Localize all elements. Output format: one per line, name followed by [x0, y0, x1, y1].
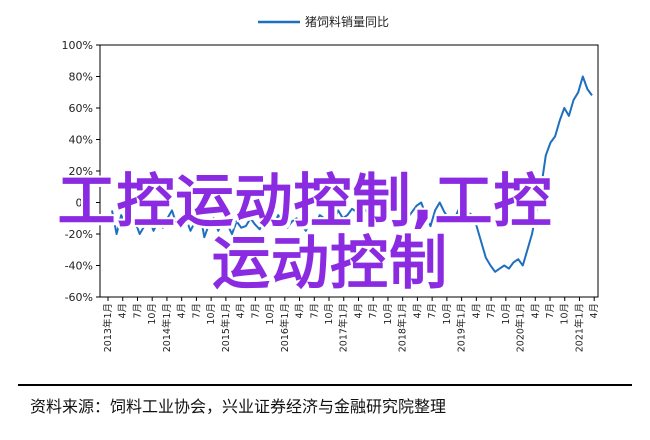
x-tick-label: 10月	[442, 303, 453, 325]
x-tick-label: 4月	[530, 303, 541, 319]
x-tick-label: 2014年1月	[161, 303, 173, 352]
x-tick-label: 10月	[206, 303, 217, 325]
legend: 猪饲料销量同比	[258, 15, 389, 29]
x-tick-label: 2020年1月	[515, 303, 527, 352]
x-tick-label: 4月	[353, 303, 364, 319]
x-tick-label: 7月	[132, 303, 143, 319]
x-tick-label: 7月	[368, 303, 379, 319]
x-tick-label: 4月	[236, 303, 247, 319]
x-tick-label: 4月	[589, 303, 600, 319]
x-tick-label: 10月	[501, 303, 512, 325]
y-tick-label: 0%	[76, 197, 93, 210]
x-tick-label: 10月	[560, 303, 571, 325]
source-note: 资料来源：饲料工业协会，兴业证券经济与金融研究院整理	[30, 397, 447, 416]
overlay-text-line-2: 运动控制	[211, 229, 448, 297]
x-tick-label: 2013年1月	[102, 303, 114, 352]
legend-label: 猪饲料销量同比	[305, 15, 389, 29]
series-line	[111, 75, 593, 273]
x-tick-label: 4月	[471, 303, 482, 319]
x-tick-label: 7月	[486, 303, 497, 319]
y-tick-label: 80%	[69, 71, 93, 84]
x-tick-label: 10月	[383, 303, 394, 325]
x-tick-label: 7月	[191, 303, 202, 319]
x-tick-label: 7月	[545, 303, 556, 319]
x-tick-label: 2018年1月	[397, 303, 409, 352]
x-tick-label: 4月	[412, 303, 423, 319]
x-tick-label: 7月	[309, 303, 320, 319]
y-axis: -60% -40% -20% 0% 20% 40% 60% 80% 100%	[62, 39, 100, 304]
y-tick-label: 40%	[69, 134, 93, 147]
y-tick-label: 20%	[69, 165, 93, 178]
x-tick-label: 2017年1月	[338, 303, 350, 352]
x-tick-label: 10月	[324, 303, 335, 325]
x-tick-label: 2021年1月	[573, 303, 585, 352]
overlay-text-line-1: 工控运动控制,工控	[57, 167, 553, 235]
y-tick-label: -20%	[65, 228, 93, 241]
x-tick-label: 4月	[295, 303, 306, 319]
x-tick-label: 7月	[427, 303, 438, 319]
footer-divider	[18, 384, 632, 386]
x-tick-label: 4月	[118, 303, 129, 319]
series-group	[111, 75, 593, 273]
x-tick-label: 2019年1月	[456, 303, 468, 352]
y-tick-label: 60%	[69, 102, 93, 115]
y-tick-label: 100%	[62, 39, 93, 52]
y-tick-label: -40%	[65, 260, 93, 273]
x-tick-label: 4月	[177, 303, 188, 319]
x-tick-label: 2016年1月	[279, 303, 291, 352]
y-tick-label: -60%	[65, 291, 93, 304]
x-tick-label: 2015年1月	[220, 303, 232, 352]
x-tick-label: 10月	[265, 303, 276, 325]
x-axis: 2013年1月 4月 7月 10月 2014年1月 4月 7月 10月 2015年1月 4月 7月 1…	[102, 297, 600, 352]
x-tick-label: 7月	[250, 303, 261, 319]
x-tick-label: 10月	[147, 303, 158, 325]
